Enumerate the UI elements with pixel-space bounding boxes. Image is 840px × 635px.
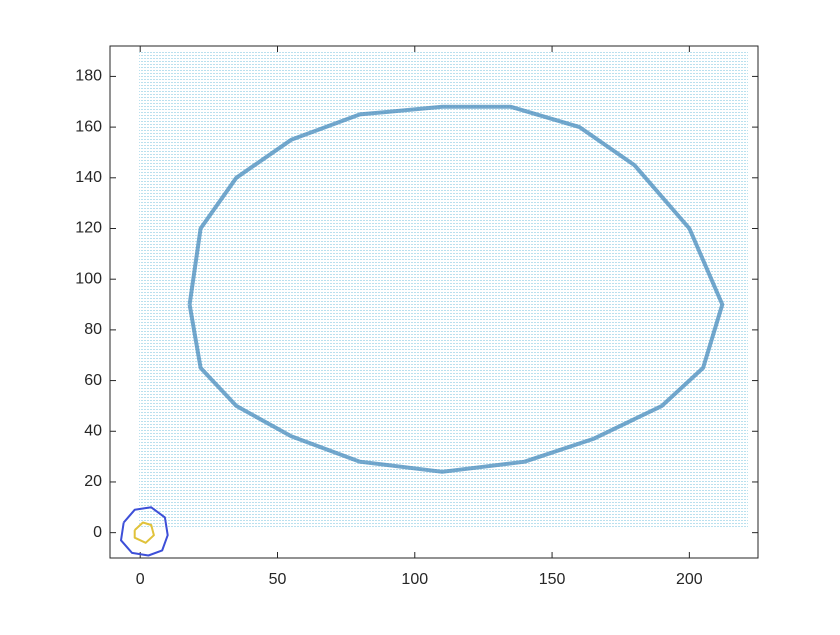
- y-tick-label: 60: [84, 372, 102, 389]
- x-tick-label: 100: [401, 571, 428, 588]
- x-tick-label: 50: [269, 571, 287, 588]
- x-tick-label: 150: [539, 571, 566, 588]
- y-tick-label: 0: [93, 524, 102, 541]
- y-tick-label: 160: [75, 118, 102, 135]
- y-tick-label: 100: [75, 270, 102, 287]
- series-line: [133, 521, 155, 544]
- x-tick-label: 0: [136, 571, 145, 588]
- y-tick-label: 120: [75, 220, 102, 237]
- series-line: [120, 506, 169, 557]
- y-tick-label: 20: [84, 473, 102, 490]
- y-tick-label: 140: [75, 169, 102, 186]
- series-line: [187, 104, 725, 474]
- y-tick-label: 40: [84, 422, 102, 439]
- vector-field: [139, 52, 748, 528]
- y-tick-label: 180: [75, 68, 102, 85]
- x-tick-label: 200: [676, 571, 703, 588]
- y-tick-label: 80: [84, 321, 102, 338]
